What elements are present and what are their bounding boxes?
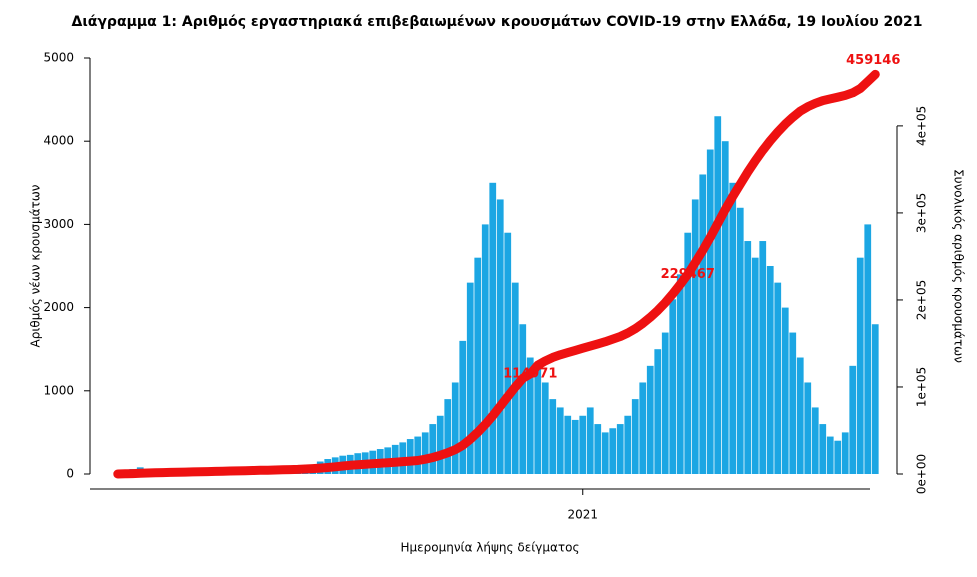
bar [519, 324, 527, 474]
bar [406, 439, 414, 474]
bar [579, 415, 587, 474]
bar [789, 332, 797, 474]
x-tick-label: 2021 [567, 508, 598, 522]
value-label: 459146 [846, 53, 900, 68]
bar [714, 116, 722, 475]
bar [669, 299, 677, 474]
bar [834, 440, 842, 474]
bar [721, 141, 729, 474]
bar [751, 257, 759, 474]
bar [556, 407, 564, 474]
bar [496, 199, 504, 474]
bar [856, 257, 864, 474]
y2-tick-label: 4e+05 [915, 106, 929, 146]
bar [586, 407, 594, 474]
bar [684, 232, 692, 474]
bar [826, 436, 834, 474]
bar [474, 257, 482, 474]
bar [699, 174, 707, 475]
bar [811, 407, 819, 474]
bar [504, 232, 512, 474]
bar [624, 415, 632, 474]
bar [759, 241, 767, 474]
cumulative-line [113, 69, 880, 479]
y-tick-label: 4000 [43, 134, 74, 148]
bar [616, 424, 624, 474]
value-label: 229467 [661, 267, 715, 282]
bar [594, 424, 602, 474]
bar [421, 432, 429, 474]
y-axis-label: Αριθμός νέων κρουσμάτων [29, 184, 43, 347]
bar [436, 415, 444, 474]
x-axis-label: Ημερομηνία λήψης δείγματος [400, 541, 579, 555]
bar [676, 274, 684, 474]
bar [429, 424, 437, 474]
bar [571, 419, 579, 474]
bar [774, 282, 782, 474]
bar [654, 349, 662, 474]
bar [744, 241, 752, 474]
bar [639, 382, 647, 474]
y2-axis-label: Συνολικός αριθμός κρουσμάτων [952, 169, 966, 363]
bar [489, 182, 497, 475]
y2-tick-label: 3e+05 [915, 193, 929, 233]
bar [466, 282, 474, 474]
bar [841, 432, 849, 474]
bar [706, 149, 714, 474]
bar [444, 399, 452, 474]
bar [849, 365, 857, 474]
bar [661, 332, 669, 474]
bar [729, 182, 737, 475]
bar [609, 428, 617, 474]
bar [864, 224, 872, 474]
bar [631, 399, 639, 474]
bar [564, 415, 572, 474]
y-tick-label: 1000 [43, 383, 74, 397]
bar [534, 365, 542, 474]
bar [804, 382, 812, 474]
bar [766, 266, 774, 474]
bar [819, 424, 827, 474]
bar [646, 365, 654, 474]
y2-tick-label: 2e+05 [915, 280, 929, 320]
y-tick-label: 3000 [43, 217, 74, 231]
y2-tick-label: 0e+00 [915, 454, 929, 494]
bar [414, 436, 422, 474]
bar [691, 199, 699, 474]
value-label: 114971 [503, 366, 557, 381]
bar [541, 382, 549, 474]
bar [451, 382, 459, 474]
bar [526, 357, 534, 474]
bar [459, 340, 467, 474]
bar [601, 432, 609, 474]
y2-tick-label: 1e+05 [915, 367, 929, 407]
y-tick-label: 2000 [43, 300, 74, 314]
bar [796, 357, 804, 474]
bar [511, 282, 519, 474]
bar [481, 224, 489, 474]
bar [549, 399, 557, 474]
y-tick-label: 0 [66, 467, 74, 481]
y-tick-label: 5000 [43, 51, 74, 65]
bar [736, 207, 744, 474]
bar [781, 307, 789, 474]
bar [871, 324, 879, 474]
chart-title: Διάγραμμα 1: Αριθμός εργαστηριακά επιβεβ… [71, 14, 922, 30]
